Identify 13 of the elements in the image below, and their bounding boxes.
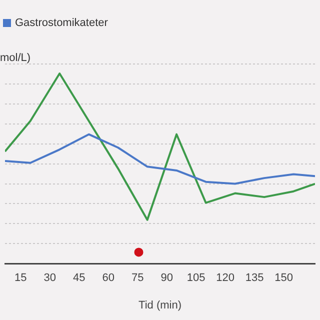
x-tick-label: 15 [14,272,27,284]
x-tick-label: 30 [44,272,56,284]
x-tick-label: 120 [216,272,234,284]
x-tick-label: 90 [160,272,173,284]
x-axis-title: Tid (min) [138,299,182,312]
legend-label: Gastrostomikateter [15,17,108,30]
x-tick-label: 75 [131,272,144,284]
x-tick-label: 135 [245,272,264,284]
y-axis-title: mol/L) [0,52,31,64]
x-tick-label: 45 [72,272,86,284]
x-tick-label: 105 [186,272,206,284]
x-tick-label: 150 [274,272,293,284]
x-tick-label: 60 [102,272,114,284]
